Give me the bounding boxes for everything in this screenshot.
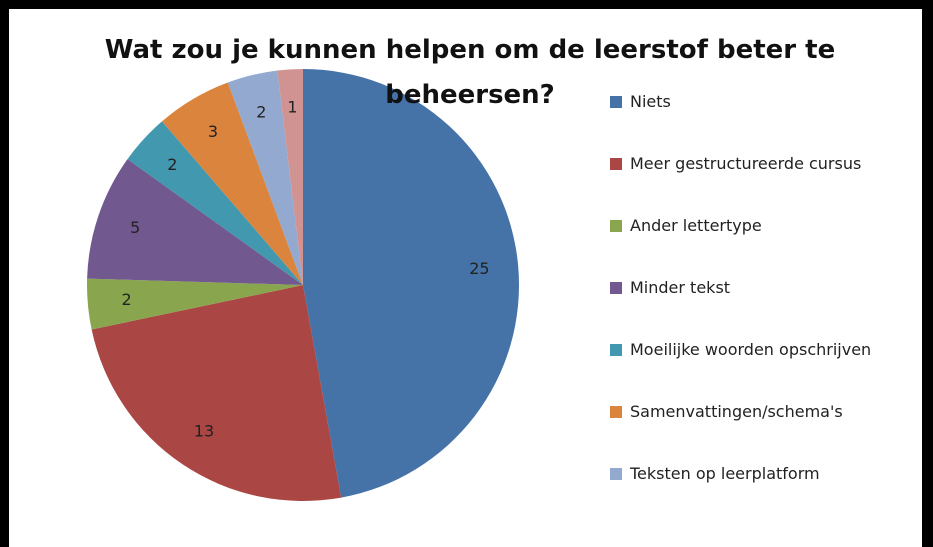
legend-swatch [610, 158, 622, 170]
data-label: 2 [167, 155, 177, 174]
legend-label: Moeilijke woorden opschrijven [630, 340, 872, 359]
pie-slice [87, 159, 304, 285]
legend-swatch [610, 344, 622, 356]
legend-entry: Minder tekst [610, 274, 910, 302]
legend-entry: Niets [610, 88, 910, 116]
data-label: 25 [469, 259, 489, 278]
pie-slice [91, 285, 342, 501]
legend-entry: Teksten op leerplatform [610, 460, 910, 488]
pie-slice [86, 278, 303, 330]
legend-entry: Samenvattingen/schema's [610, 398, 910, 426]
data-label: 5 [130, 218, 140, 237]
legend-entry: Meer gestructureerde cursus [610, 150, 910, 178]
data-label: 1 [287, 98, 297, 117]
legend-label: Teksten op leerplatform [630, 464, 820, 483]
legend-swatch [610, 282, 622, 294]
legend-swatch [610, 220, 622, 232]
chart-title: Wat zou je kunnen helpen om de leerstof … [104, 35, 836, 110]
legend-label: Samenvattingen/schema's [630, 402, 843, 421]
pie-slice [127, 121, 303, 286]
pie-slice [227, 70, 303, 285]
data-label: 3 [208, 122, 218, 141]
legend-label: Ander lettertype [630, 216, 762, 235]
legend-label: Niets [630, 92, 671, 111]
data-label: 2 [256, 102, 266, 121]
legend-swatch [610, 468, 622, 480]
legend-swatch [610, 406, 622, 418]
legend-entry: Moeilijke woorden opschrijven [610, 336, 910, 364]
legend-entry: Ander lettertype [610, 212, 910, 240]
legend-label: Meer gestructureerde cursus [630, 154, 862, 173]
pie-slice [303, 69, 520, 498]
data-label: 13 [194, 421, 214, 440]
pie-slice [277, 69, 303, 285]
data-label: 2 [121, 290, 131, 309]
legend-label: Minder tekst [630, 278, 731, 297]
legend-swatch [610, 96, 622, 108]
pie-slice [161, 82, 303, 285]
